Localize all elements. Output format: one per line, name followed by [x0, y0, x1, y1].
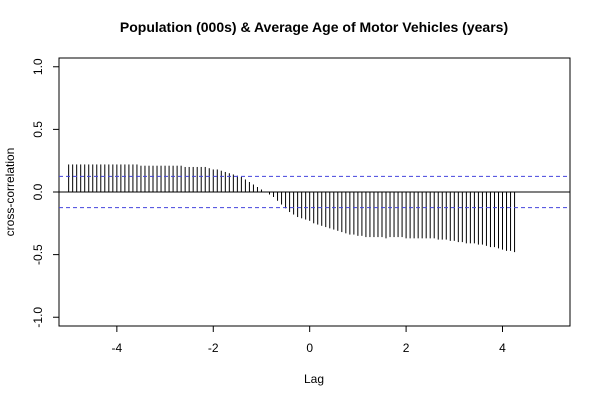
x-tick-label: 0	[306, 341, 313, 355]
ccf-bars	[68, 164, 516, 253]
y-axis-label: cross-correlation	[3, 148, 17, 237]
reference-lines	[59, 175, 570, 209]
y-axis: 1.0 0.5 0.0 -0.5 -1.0	[31, 58, 59, 328]
y-tick-label: 1.0	[31, 58, 45, 75]
y-tick-label: 0.0	[31, 183, 45, 200]
y-tick-label: 0.5	[31, 121, 45, 138]
x-tick-label: -2	[208, 341, 219, 355]
x-tick-label: 2	[403, 341, 410, 355]
y-tick-label: -1.0	[31, 307, 45, 328]
x-axis-label: Lag	[304, 372, 324, 386]
x-axis: -4 -2 0 2 4	[112, 326, 506, 355]
x-tick-label: -4	[112, 341, 123, 355]
x-tick-label: 4	[499, 341, 506, 355]
y-tick-label: -0.5	[31, 244, 45, 265]
chart-title: Population (000s) & Average Age of Motor…	[120, 19, 508, 35]
